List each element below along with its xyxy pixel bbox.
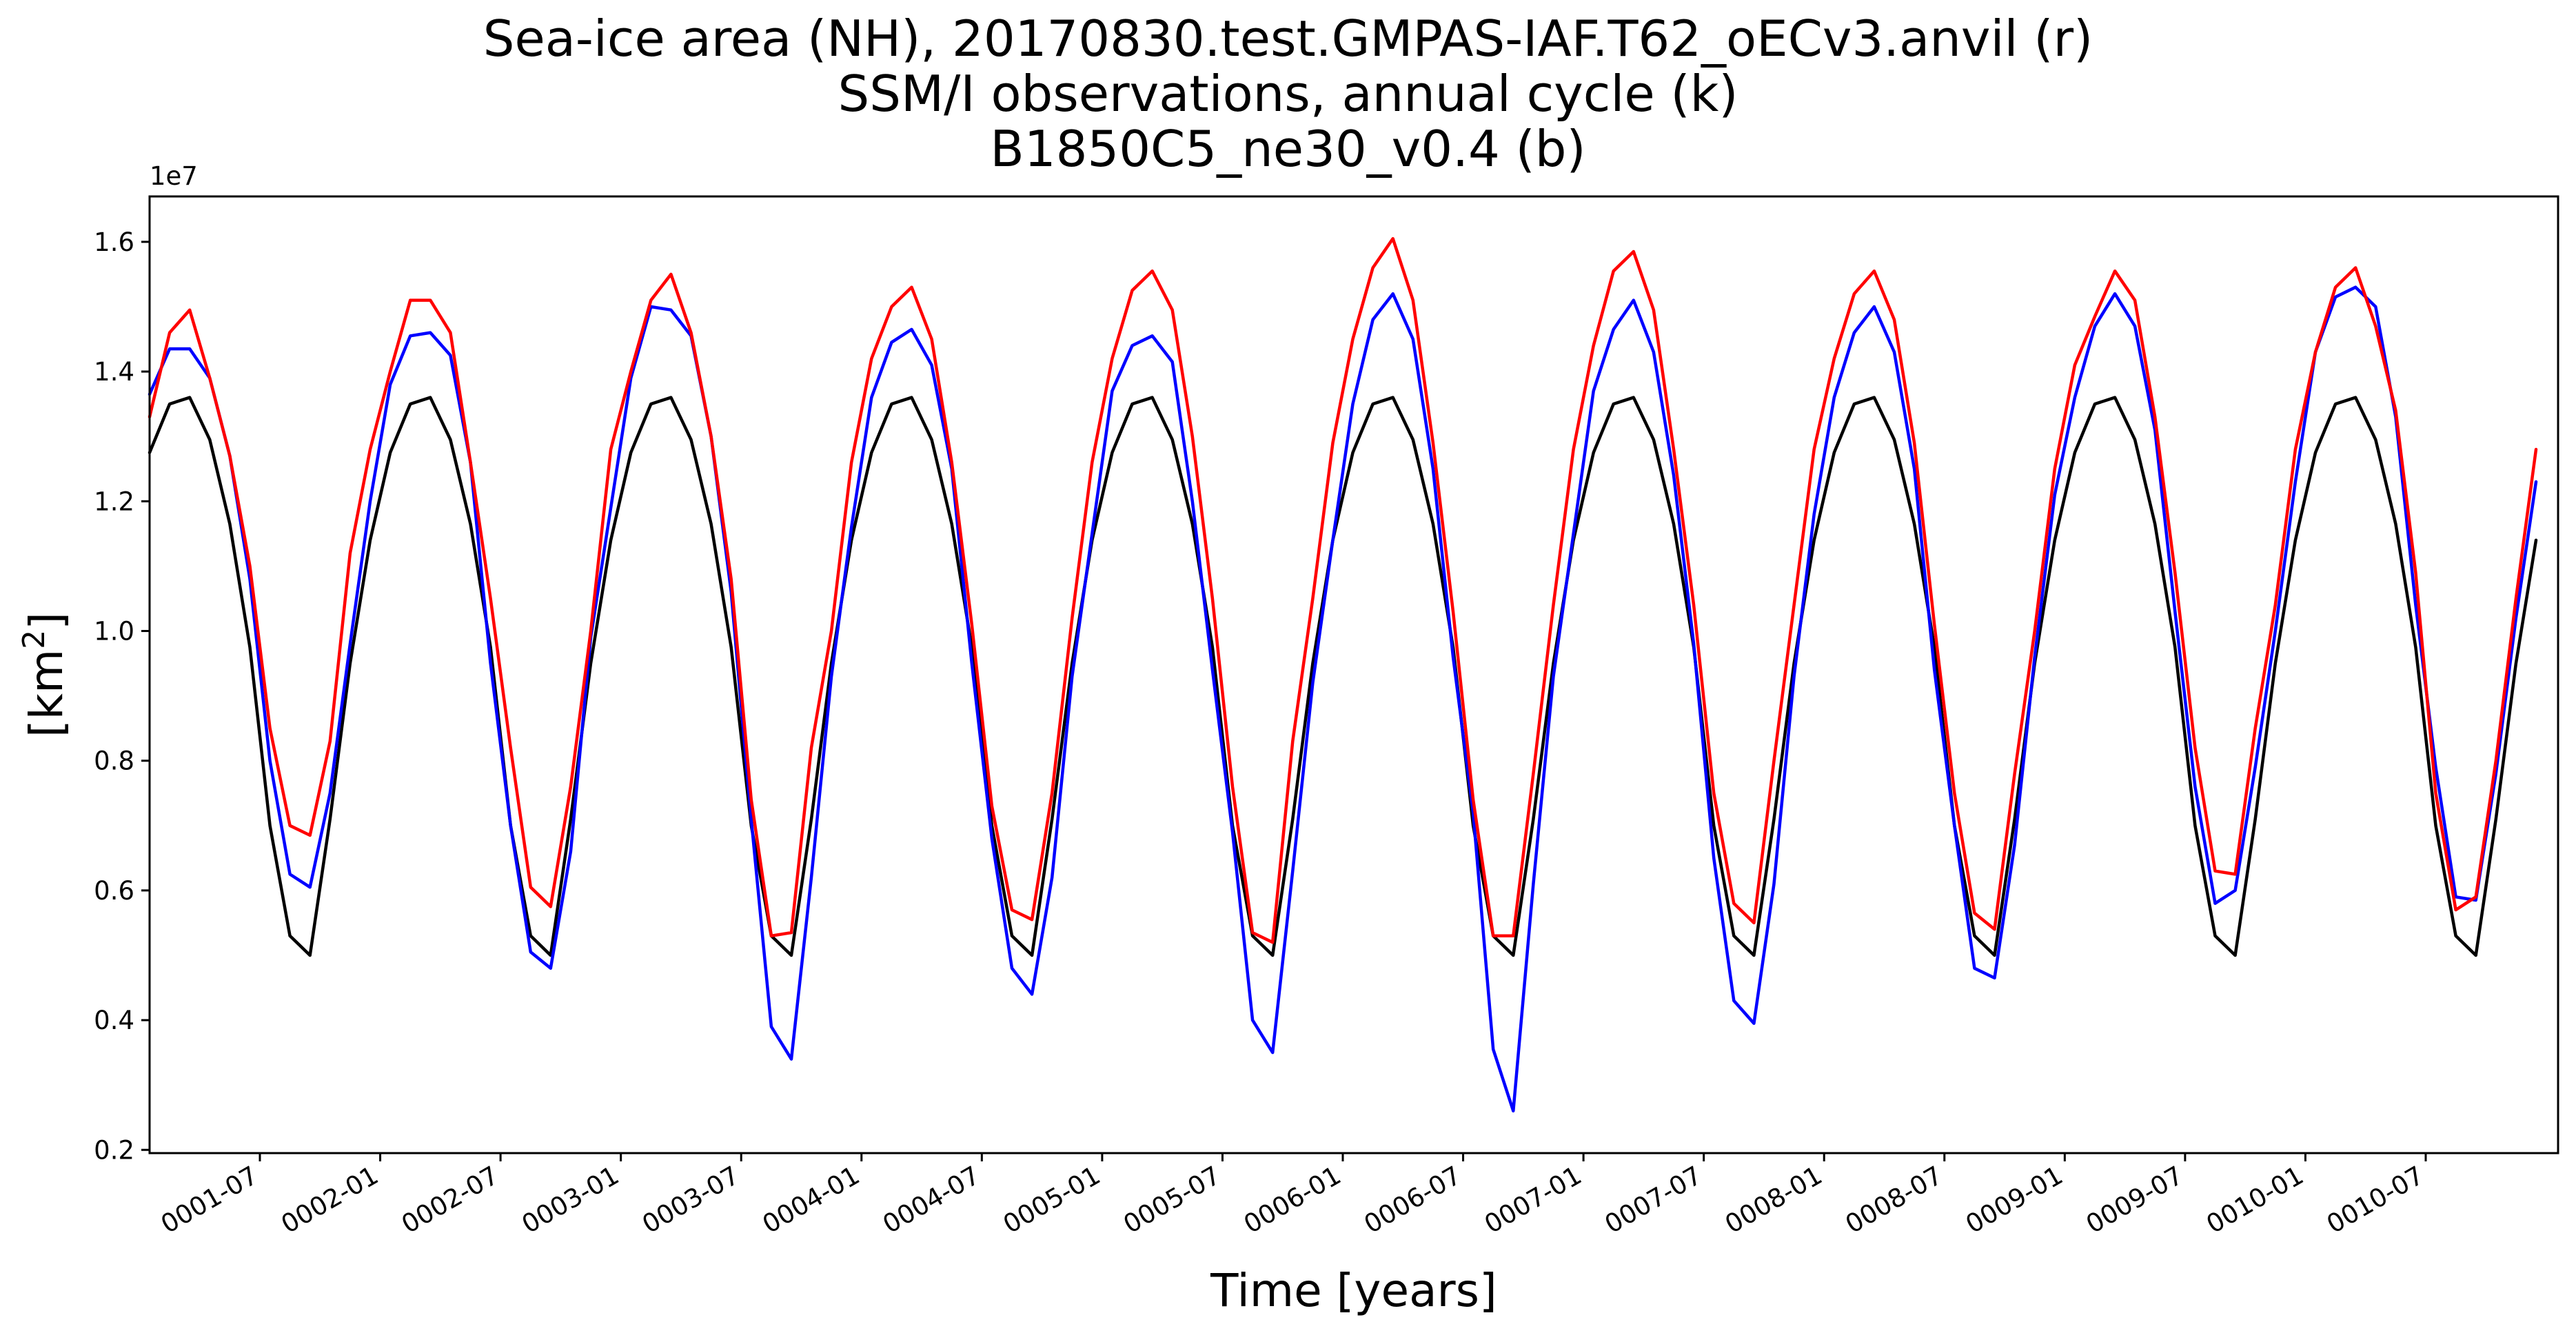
y-tick-label: 0.8 bbox=[94, 746, 134, 776]
title-line-1: Sea-ice area (NH), 20170830.test.GMPAS-I… bbox=[483, 10, 2093, 68]
x-tick-label: 0001-07 bbox=[156, 1161, 263, 1240]
x-tick-label: 0004-01 bbox=[758, 1161, 864, 1240]
y-axis-label-close: ] bbox=[20, 612, 73, 630]
x-tick-label: 0004-07 bbox=[878, 1161, 984, 1240]
x-tick-label: 0005-07 bbox=[1119, 1161, 1226, 1240]
plot-frame bbox=[148, 195, 2559, 1154]
y-tick-label: 0.4 bbox=[94, 1006, 134, 1035]
y-axis-label-superscript: 2 bbox=[17, 630, 52, 649]
x-tick-label: 0002-01 bbox=[276, 1161, 383, 1240]
series-line-b1850c5-ne30-v0-4-b bbox=[148, 285, 2538, 1113]
x-tick-label: 0008-01 bbox=[1720, 1161, 1827, 1240]
x-tick-label: 0003-01 bbox=[517, 1161, 624, 1240]
x-tick-label: 0007-01 bbox=[1479, 1161, 1586, 1240]
x-tick-label: 0003-07 bbox=[637, 1161, 744, 1240]
series-layer bbox=[148, 236, 2538, 1113]
x-tick-label: 0006-07 bbox=[1359, 1161, 1466, 1240]
x-axis-label: Time [years] bbox=[1210, 1264, 1497, 1317]
x-tick-label: 0002-07 bbox=[396, 1161, 503, 1240]
x-tick-label: 0010-01 bbox=[2202, 1161, 2309, 1240]
x-tick-label: 0008-07 bbox=[1840, 1161, 1947, 1240]
x-tick-label: 0007-07 bbox=[1600, 1161, 1707, 1240]
series-line-ssm-i-observations-annual-cycle-k bbox=[148, 396, 2538, 957]
y-tick-label: 0.2 bbox=[94, 1135, 134, 1165]
chart-title: Sea-ice area (NH), 20170830.test.GMPAS-I… bbox=[0, 11, 2576, 176]
x-tick-label: 0005-01 bbox=[998, 1161, 1105, 1240]
y-axis: 0.2 0.4 0.6 0.8 1.0 1.2 1.4 1.6 bbox=[94, 227, 150, 1165]
x-tick-label: 0010-07 bbox=[2322, 1161, 2428, 1240]
series-line-20170830-test-gmpas-iaf-t62-oecv3-anvil-r bbox=[148, 236, 2538, 944]
y-tick-label: 1.6 bbox=[94, 227, 134, 257]
y-axis-label-text: [km bbox=[20, 649, 73, 737]
title-line-2: SSM/I observations, annual cycle (k) bbox=[838, 65, 1738, 123]
y-tick-label: 0.6 bbox=[94, 876, 134, 906]
y-tick-label: 1.0 bbox=[94, 616, 134, 646]
x-tick-label: 0009-01 bbox=[1960, 1161, 2067, 1240]
y-tick-label: 1.2 bbox=[94, 487, 134, 516]
y-offset-text: 1e7 bbox=[150, 161, 198, 191]
x-tick-label: 0009-07 bbox=[2081, 1161, 2188, 1240]
x-axis: 0001-07 0002-01 0002-07 0003-01 0003-07 0004-… bbox=[156, 1153, 2428, 1239]
x-tick-label: 0006-01 bbox=[1239, 1161, 1346, 1240]
title-line-3: B1850C5_ne30_v0.4 (b) bbox=[990, 120, 1586, 178]
y-tick-label: 1.4 bbox=[94, 357, 134, 387]
y-axis-label: [km2] bbox=[17, 612, 73, 737]
